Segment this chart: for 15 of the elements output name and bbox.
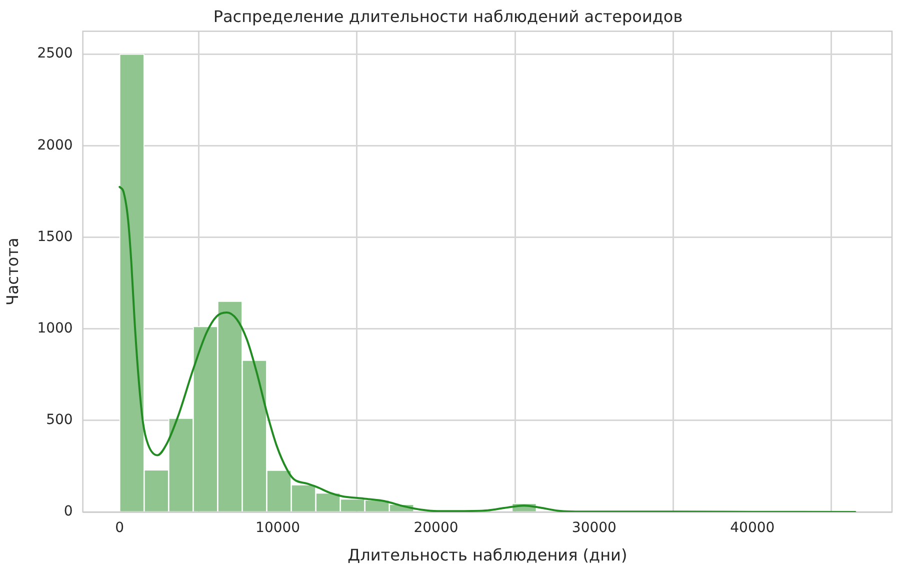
y-tick-label: 1500	[37, 228, 73, 245]
y-tick-label: 0	[64, 504, 73, 520]
chart-title: Распределение длительности наблюдений астероидов	[213, 6, 683, 26]
x-tick-label: 40000	[730, 520, 775, 536]
x-tick-label: 30000	[572, 520, 616, 536]
line-series	[118, 186, 856, 512]
x-tick-label: 20000	[414, 520, 458, 536]
x-tick-label: 10000	[256, 520, 300, 536]
y-axis-title: Частота	[2, 238, 22, 306]
y-tick-label: 2000	[37, 137, 73, 154]
y-tick-label: 2500	[37, 46, 73, 62]
y-tick-label: 500	[46, 412, 73, 428]
y-tick-label: 1000	[37, 320, 73, 336]
x-axis-title: Длительность наблюдения (дни)	[348, 546, 628, 565]
x-tick-label: 0	[115, 520, 124, 536]
